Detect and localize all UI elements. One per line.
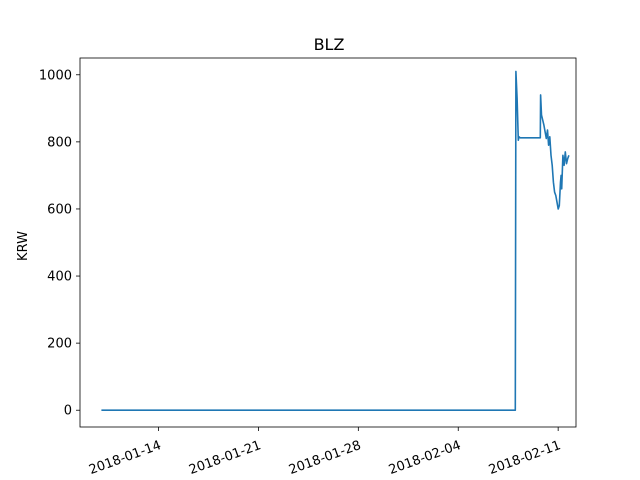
- x-tick-label: 2018-01-14: [87, 438, 163, 478]
- x-tick-label: 2018-01-21: [187, 438, 263, 478]
- y-tick-label: 200: [47, 337, 72, 352]
- y-tick-label: 400: [47, 270, 72, 285]
- x-tick-label: 2018-02-11: [487, 438, 563, 478]
- plot-area: 0 200 400 600 800 1000 2018-01-14 2018-01-21 201…: [39, 57, 577, 478]
- chart-title: BLZ: [314, 35, 345, 54]
- series-line-0: [101, 70, 570, 412]
- x-tick-label: 2018-02-04: [387, 438, 463, 478]
- x-tick-label: 2018-01-28: [287, 438, 363, 478]
- y-tick-label: 800: [47, 135, 72, 150]
- plot-frame: [79, 57, 577, 428]
- y-tick-label: 1000: [39, 68, 72, 83]
- y-axis-label: KRW: [16, 231, 31, 261]
- y-tick-label: 600: [47, 202, 72, 217]
- y-tick-label: 0: [64, 404, 72, 419]
